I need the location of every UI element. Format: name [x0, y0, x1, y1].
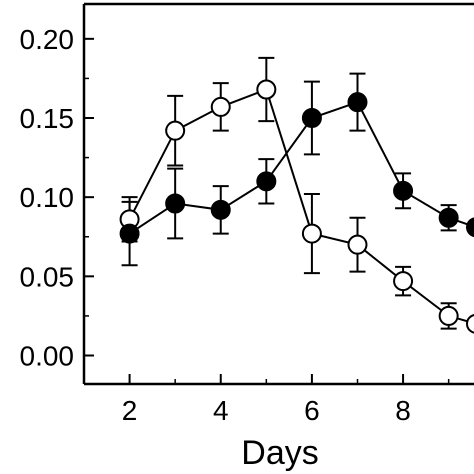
y-tick-label: 0.00 [20, 341, 75, 372]
filled-circle-point [393, 180, 414, 201]
x-tick-label: 6 [304, 395, 320, 426]
filled-circle-point [466, 217, 474, 238]
x-tick-label: 4 [213, 395, 229, 426]
filled-circle-point [256, 171, 277, 192]
open-circle-point [165, 120, 186, 141]
filled-circle-point [347, 92, 368, 113]
filled-circle-point [301, 108, 322, 128]
x-tick-label: 2 [122, 395, 138, 426]
open-circle-point [210, 96, 231, 117]
open-circle-point [301, 223, 322, 244]
filled-circle-point [119, 223, 140, 244]
filled-circle-point [438, 207, 459, 228]
x-tick-label: 8 [395, 395, 411, 426]
open-circle-point [347, 234, 368, 255]
x-axis-title: Days [241, 434, 318, 472]
filled-circle-point [165, 193, 186, 214]
data-points-layer [119, 79, 474, 334]
y-tick-label: 0.15 [20, 103, 75, 134]
open-circle-point [466, 314, 474, 334]
y-tick-label: 0.05 [20, 261, 75, 292]
labels-layer: 0.00 0.05 0.10 0.15 0.20 2 4 6 8 Days [20, 24, 411, 472]
filled-circle-point [210, 199, 231, 220]
y-tick-label: 0.20 [20, 24, 75, 55]
open-circle-point [256, 79, 277, 100]
open-circle-point [393, 271, 414, 292]
open-circle-point [438, 305, 459, 326]
axes-layer [82, 2, 474, 386]
y-tick-label: 0.10 [20, 182, 75, 213]
